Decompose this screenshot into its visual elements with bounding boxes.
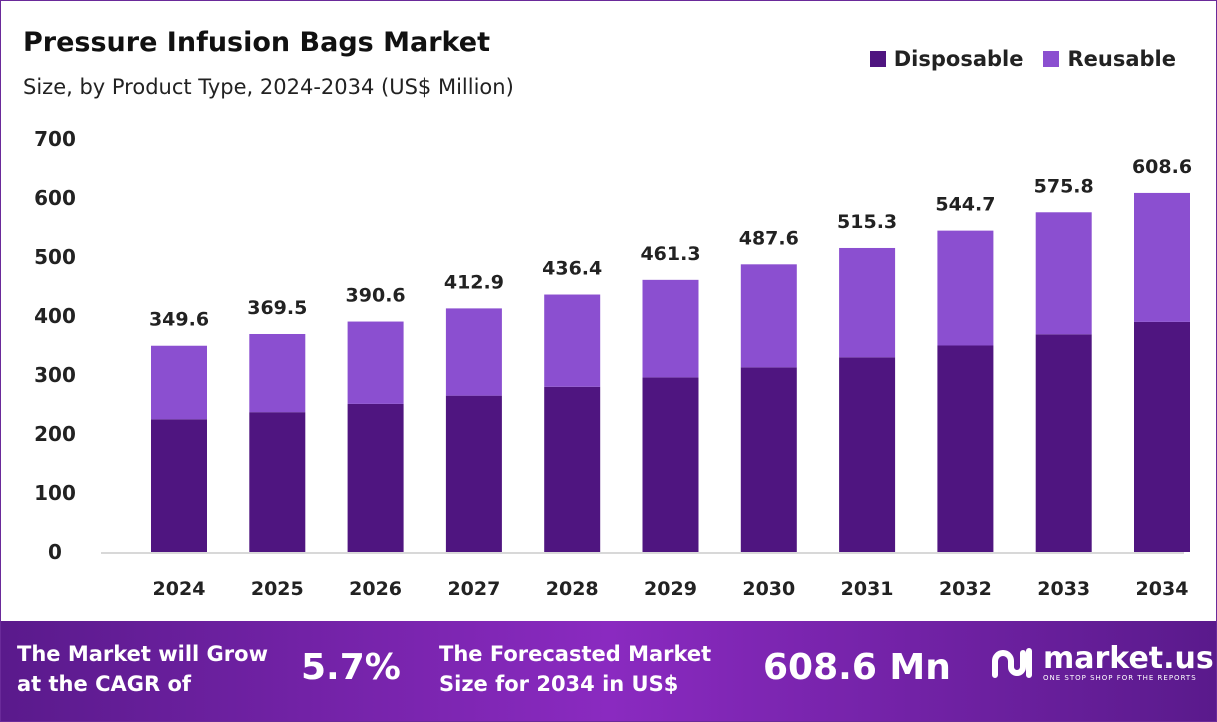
chart-title: Pressure Infusion Bags Market: [23, 27, 490, 58]
bar-disposable-2028: [544, 386, 601, 552]
bar-chart: 0 100 200 300 400 500 600 700 349.6 2024 369.5 2025…: [34, 127, 1192, 600]
bar-reusable-2024: [151, 345, 207, 420]
bar-disposable-2030: [740, 367, 797, 552]
data-label: 369.5: [247, 297, 307, 319]
bar-disposable-2027: [445, 395, 502, 552]
bar-reusable-2032: [937, 230, 994, 346]
logo-tagline: ONE STOP SHOP FOR THE REPORTS: [1043, 674, 1197, 682]
x-tick-label: 2026: [349, 578, 402, 600]
data-label: 412.9: [444, 271, 504, 293]
legend-swatch-reusable: [1043, 51, 1060, 67]
cagr-value: 5.7%: [301, 647, 401, 688]
y-tick-label: 600: [34, 186, 76, 210]
bar-disposable-2034: [1134, 321, 1190, 552]
legend-label: Disposable: [893, 47, 1024, 71]
y-tick-label: 0: [48, 540, 62, 564]
data-label: 436.4: [542, 258, 602, 280]
legend-label: Reusable: [1067, 47, 1176, 71]
x-tick-label: 2031: [841, 578, 894, 600]
chart-subtitle: Size, by Product Type, 2024-2034 (US$ Mi…: [23, 75, 514, 99]
bar-disposable-2031: [839, 357, 896, 552]
data-label: 349.6: [149, 309, 209, 331]
cagr-label: The Market will Grow at the CAGR of: [17, 639, 268, 699]
bar-disposable-2024: [151, 419, 207, 552]
footer-banner: The Market will Grow at the CAGR of 5.7%…: [1, 621, 1216, 721]
data-label: 390.6: [346, 285, 406, 307]
bar-reusable-2027: [445, 308, 502, 396]
bar-reusable-2031: [839, 247, 896, 358]
bar-disposable-2025: [249, 412, 306, 552]
x-tick-label: 2025: [251, 578, 304, 600]
bar-reusable-2034: [1134, 192, 1190, 322]
y-tick-label: 400: [34, 304, 76, 328]
y-tick-label: 700: [34, 127, 76, 151]
forecast-label: The Forecasted Market Size for 2034 in U…: [439, 639, 711, 699]
legend-item-disposable: Disposable: [869, 47, 1024, 71]
logo-text: market.us: [1043, 641, 1214, 676]
bar-reusable-2028: [544, 294, 601, 387]
x-tick-label: 2028: [546, 578, 599, 600]
bar-reusable-2026: [347, 321, 404, 404]
data-label: 608.6: [1132, 156, 1192, 178]
forecast-label-line: Size for 2034 in US$: [439, 672, 679, 696]
data-label: 544.7: [935, 194, 995, 216]
bar-disposable-2033: [1035, 334, 1092, 552]
data-label: 515.3: [837, 211, 897, 233]
legend-item-reusable: Reusable: [1043, 47, 1176, 71]
forecast-value: 608.6 Mn: [763, 647, 951, 688]
bar-reusable-2029: [642, 279, 699, 378]
legend-swatch-disposable: [869, 51, 886, 67]
cagr-label-line: at the CAGR of: [17, 672, 192, 696]
x-tick-label: 2033: [1037, 578, 1090, 600]
y-tick-label: 500: [34, 245, 76, 269]
legend: Disposable Reusable: [869, 47, 1176, 71]
bar-reusable-2025: [249, 333, 306, 413]
market-us-logo: market.us ONE STOP SHOP FOR THE REPORTS: [991, 643, 1214, 683]
x-tick-label: 2027: [447, 578, 500, 600]
x-tick-label: 2034: [1136, 578, 1189, 600]
y-tick-label: 300: [34, 363, 76, 387]
bar-reusable-2033: [1035, 212, 1092, 335]
cagr-label-line: The Market will Grow: [17, 642, 268, 666]
y-tick-label: 100: [34, 481, 76, 505]
bar-disposable-2029: [642, 377, 699, 552]
y-tick-label: 200: [34, 422, 76, 446]
data-label: 487.6: [739, 227, 799, 249]
bar-reusable-2030: [740, 264, 797, 368]
x-tick-label: 2030: [742, 578, 795, 600]
data-label: 575.8: [1034, 175, 1094, 197]
x-tick-label: 2032: [939, 578, 992, 600]
forecast-label-line: The Forecasted Market: [439, 642, 712, 666]
x-tick-label: 2024: [153, 578, 206, 600]
bar-disposable-2032: [937, 345, 994, 552]
data-label: 461.3: [640, 243, 700, 265]
logo-icon: [992, 648, 1032, 678]
bar-disposable-2026: [347, 403, 404, 552]
x-tick-label: 2029: [644, 578, 697, 600]
